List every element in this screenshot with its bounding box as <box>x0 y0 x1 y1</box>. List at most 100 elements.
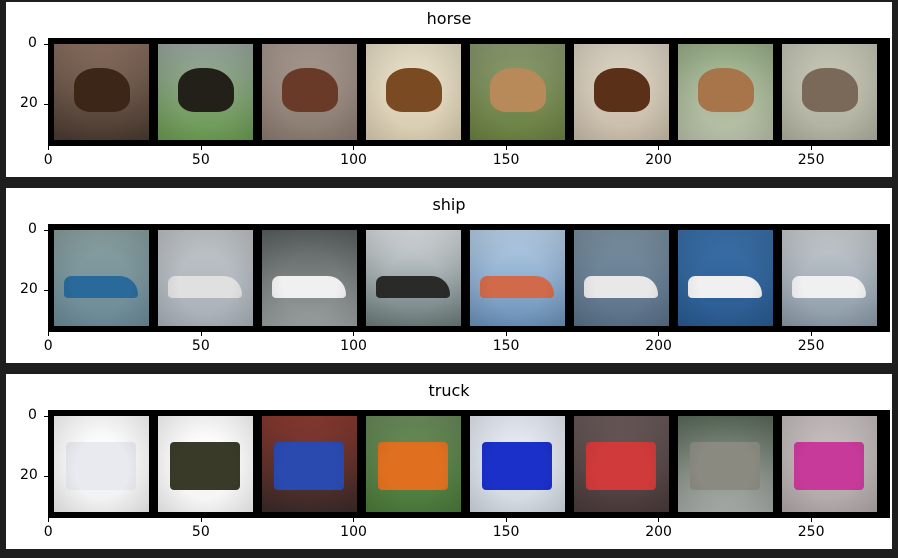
x-tick-label: 150 <box>492 152 520 168</box>
subplot-title: ship <box>432 195 466 214</box>
thumbnail-subject <box>378 442 448 490</box>
thumbnail-ship-8 <box>782 230 877 326</box>
x-tick-mark <box>658 146 660 150</box>
thumbnail-subject <box>282 68 338 112</box>
thumbnail-truck-5 <box>470 416 565 512</box>
thumbnail-subject <box>490 68 546 112</box>
thumbnail-subject <box>64 276 138 298</box>
thumbnail-ship-1 <box>54 230 149 326</box>
thumbnail-ship-5 <box>470 230 565 326</box>
x-tick-label: 150 <box>492 338 520 354</box>
thumbnail-subject <box>386 68 442 112</box>
x-tick-mark <box>48 332 49 336</box>
x-tick-mark <box>505 146 507 150</box>
x-tick-mark <box>505 332 507 336</box>
x-tick-mark <box>658 518 660 522</box>
x-tick-label: 100 <box>340 338 367 354</box>
x-tick-label: 250 <box>797 152 825 168</box>
x-tick-label: 150 <box>492 524 520 540</box>
thumbnail-ship-2 <box>158 230 253 326</box>
thumbnail-subject <box>584 276 658 298</box>
thumbnail-horse-7 <box>678 44 773 140</box>
thumbnail-subject <box>792 276 866 298</box>
y-tick-label: 20 <box>20 467 38 483</box>
y-tick-mark <box>44 104 48 105</box>
thumbnail-subject <box>178 68 234 112</box>
thumbnail-subject <box>594 68 650 112</box>
x-tick-label: 50 <box>191 524 210 540</box>
x-tick-mark <box>200 518 202 522</box>
x-tick-label: 50 <box>191 338 210 354</box>
x-tick-mark <box>48 146 49 150</box>
y-tick-label: 20 <box>20 95 38 111</box>
image-grid <box>48 410 890 518</box>
thumbnail-horse-2 <box>158 44 253 140</box>
thumbnail-subject <box>690 442 760 490</box>
thumbnail-ship-4 <box>366 230 461 326</box>
thumbnail-subject <box>586 442 656 490</box>
x-tick-label: 200 <box>645 524 672 540</box>
thumbnail-subject <box>376 276 450 298</box>
x-tick-label: 0 <box>43 338 53 354</box>
subplot-title: truck <box>428 381 470 400</box>
x-tick-mark <box>353 518 355 522</box>
thumbnail-subject <box>802 68 858 112</box>
subplot-horse: horse 0 20 0 50 100 150 200 250 <box>6 2 892 177</box>
thumbnail-truck-4 <box>366 416 461 512</box>
x-tick-label: 100 <box>340 152 367 168</box>
y-tick-label: 0 <box>28 35 37 51</box>
thumbnail-ship-6 <box>574 230 669 326</box>
x-tick-mark <box>353 332 355 336</box>
x-tick-label: 250 <box>797 524 825 540</box>
x-tick-label: 0 <box>43 524 53 540</box>
x-tick-mark <box>658 332 660 336</box>
x-tick-mark <box>48 518 49 522</box>
thumbnail-horse-3 <box>262 44 357 140</box>
y-tick-mark <box>44 290 48 291</box>
y-tick-label: 0 <box>28 221 37 237</box>
x-tick-mark <box>810 146 812 150</box>
thumbnail-horse-1 <box>54 44 149 140</box>
thumbnail-truck-6 <box>574 416 669 512</box>
thumbnail-horse-8 <box>782 44 877 140</box>
thumbnail-subject <box>170 442 240 490</box>
thumbnail-subject <box>168 276 242 298</box>
x-tick-label: 200 <box>645 152 672 168</box>
thumbnail-horse-5 <box>470 44 565 140</box>
thumbnail-horse-6 <box>574 44 669 140</box>
y-tick-label: 20 <box>20 281 38 297</box>
y-tick-mark <box>44 230 48 231</box>
thumbnail-subject <box>794 442 864 490</box>
thumbnail-truck-8 <box>782 416 877 512</box>
thumbnail-truck-3 <box>262 416 357 512</box>
thumbnail-subject <box>482 442 552 490</box>
thumbnail-truck-1 <box>54 416 149 512</box>
thumbnail-subject <box>66 442 136 490</box>
thumbnail-subject <box>74 68 130 112</box>
thumbnail-ship-7 <box>678 230 773 326</box>
thumbnail-subject <box>698 68 754 112</box>
thumbnail-horse-4 <box>366 44 461 140</box>
x-tick-mark <box>810 332 812 336</box>
x-tick-label: 50 <box>191 152 210 168</box>
thumbnail-truck-7 <box>678 416 773 512</box>
x-tick-label: 250 <box>797 338 825 354</box>
x-tick-mark <box>353 146 355 150</box>
thumbnail-subject <box>688 276 762 298</box>
x-tick-label: 200 <box>645 338 672 354</box>
subplot-title: horse <box>426 9 472 28</box>
x-tick-mark <box>200 332 202 336</box>
y-tick-mark <box>44 416 48 417</box>
y-tick-mark <box>44 44 48 45</box>
x-tick-mark <box>200 146 202 150</box>
thumbnail-subject <box>272 276 346 298</box>
subplot-truck: truck 0 20 0 50 100 150 200 250 <box>6 374 892 549</box>
subplot-ship: ship 0 20 0 50 100 150 200 250 <box>6 188 892 363</box>
x-tick-mark <box>505 518 507 522</box>
x-tick-label: 100 <box>340 524 367 540</box>
image-grid <box>48 38 890 146</box>
thumbnail-ship-3 <box>262 230 357 326</box>
thumbnail-subject <box>480 276 554 298</box>
y-tick-label: 0 <box>28 407 37 423</box>
y-tick-mark <box>44 476 48 477</box>
